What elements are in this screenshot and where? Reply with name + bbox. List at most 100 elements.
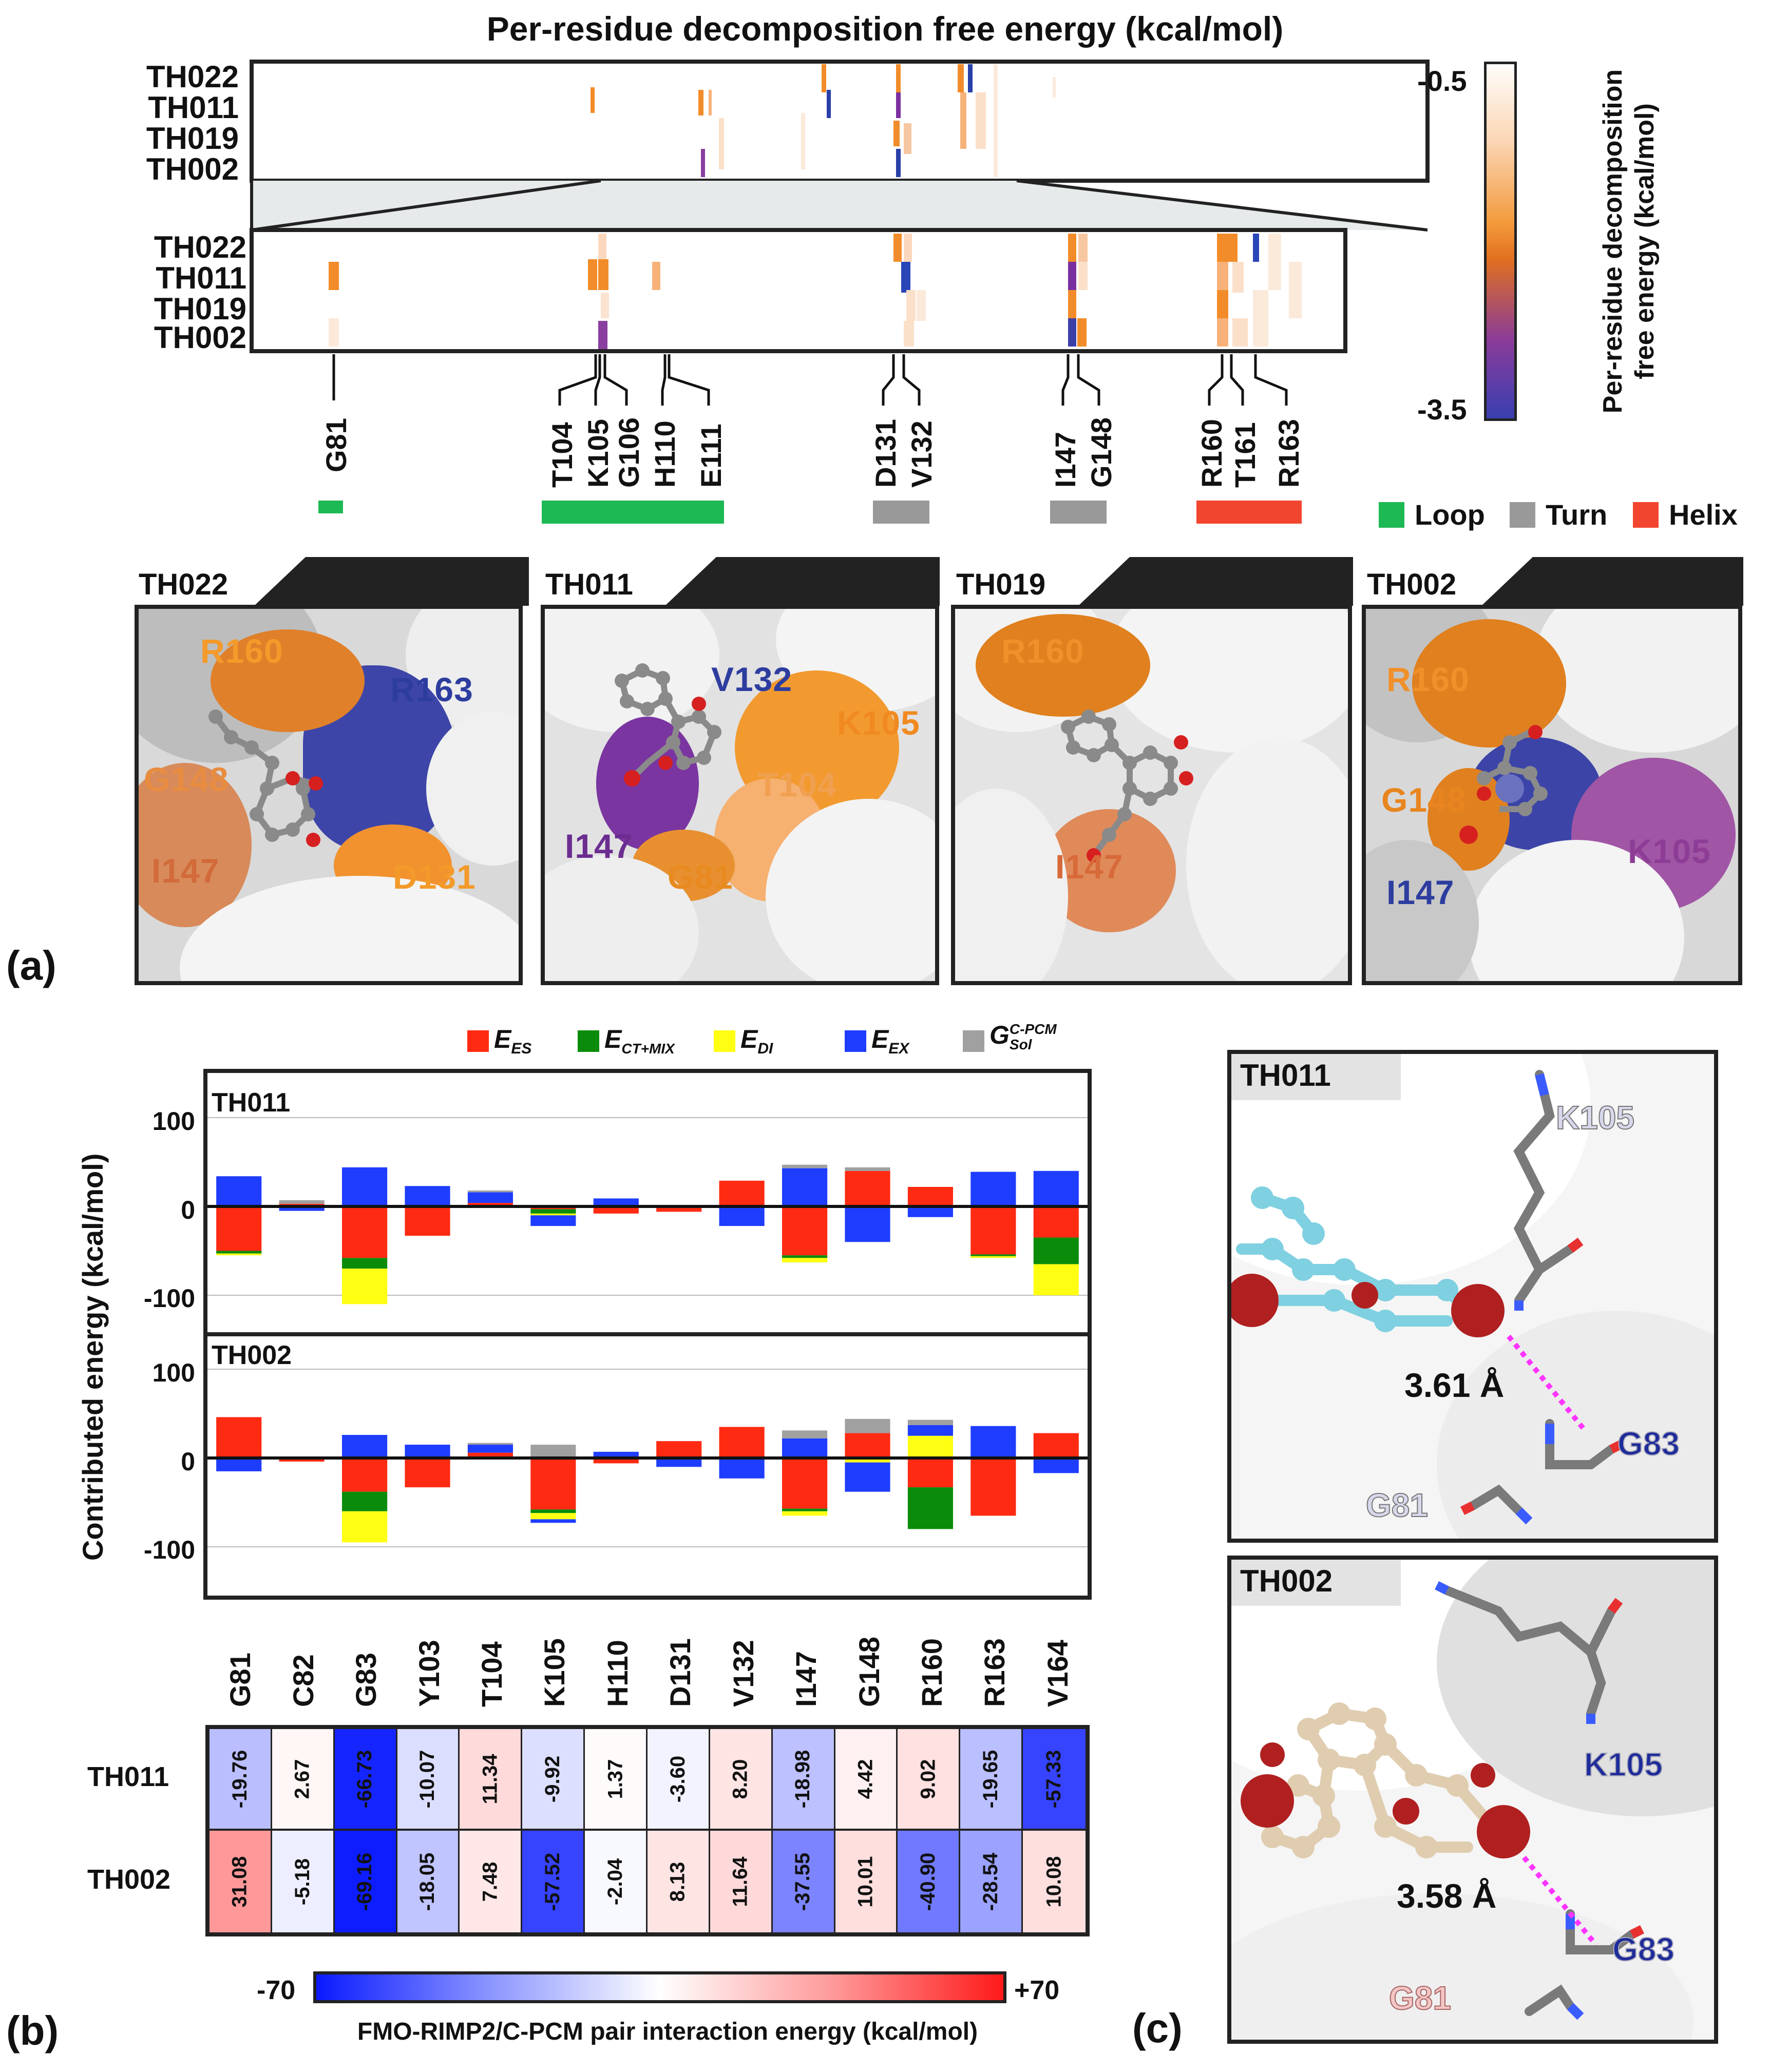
heatmap-cell: 10.01: [835, 1831, 898, 1932]
residue-label-panel: I147: [151, 852, 220, 890]
surface-blob-orange: [976, 614, 1150, 717]
heatmap-cell-value: -5.18: [291, 1858, 314, 1905]
residue-label-g81: G81: [1365, 1486, 1429, 1524]
bar-es-k105-th002: [530, 1458, 576, 1510]
heatmap-cell: 8.20: [710, 1729, 773, 1831]
bar-sol-i147-th002: [782, 1430, 828, 1438]
bar-ex-g148-th011: [845, 1206, 890, 1242]
heatmap-cell: 7.48: [460, 1831, 523, 1932]
heatmap-cell-value: -69.16: [353, 1852, 376, 1911]
bar-es-y103-th011: [405, 1206, 450, 1236]
heatmap-cell: 9.02: [898, 1729, 961, 1831]
overview-heatmap-frame: [250, 60, 1430, 183]
zoom-heatmap-frame: [250, 228, 1347, 353]
ligand-ball-stick: [615, 663, 721, 786]
bar-ex-t104-th002: [467, 1445, 513, 1453]
residue-label-panel: G148: [144, 760, 229, 798]
bar-sol-r160-th002: [907, 1419, 954, 1425]
bar-es-i147-th011: [782, 1206, 828, 1256]
molecular-model: [1241, 1581, 1645, 2020]
residue-label: R160: [1195, 419, 1228, 488]
panel-title: TH022: [139, 568, 229, 601]
bar-di-r160-th002: [907, 1435, 954, 1458]
surface-blob: [1186, 737, 1348, 981]
x-tick-label: T104: [475, 1641, 508, 1707]
bar-ex-g83-th002: [341, 1435, 388, 1458]
panel-title: TH002: [1240, 1564, 1333, 1598]
row-label: TH011: [156, 261, 246, 295]
heatmap-cell: 11.64: [710, 1831, 773, 1932]
bar-es-h110-th002: [593, 1458, 639, 1464]
heatmap-cell: -57.52: [522, 1831, 585, 1932]
bar-ex-v132-th011: [719, 1206, 765, 1226]
heatmap-cell-value: 2.67: [291, 1759, 314, 1799]
residue-label: G106: [613, 417, 645, 488]
surface-blob-orange: [1412, 619, 1566, 747]
residue-label: K105: [582, 419, 614, 488]
residue-label-panel: I147: [1055, 848, 1124, 886]
heatmap-cell: 2.67: [272, 1729, 335, 1831]
heatmap-cell-value: 10.01: [854, 1855, 877, 1908]
bar-es-i147-th002: [782, 1458, 828, 1509]
bar-es-g81-th002: [216, 1417, 262, 1458]
bar-es-g148-th002: [845, 1433, 890, 1458]
heatmap-cell-value: -40.90: [917, 1852, 940, 1911]
heatmap-cell-value: -57.33: [1042, 1750, 1065, 1808]
loop-swatch: [1379, 502, 1404, 528]
energy-legend: EES ECT+MIX EDI EEX G C-PCM Sol: [462, 1021, 1130, 1065]
heatmap-cell: -9.92: [522, 1729, 585, 1831]
heatmap-cell-value: -18.98: [791, 1750, 814, 1808]
legend-loop: Loop: [1379, 498, 1485, 531]
bar-es-d131-th002: [656, 1441, 702, 1458]
residue-label-panel: G148: [1381, 781, 1467, 819]
distance-panel-th011: [1227, 1050, 1718, 1543]
ligand-ball-stick: [1061, 709, 1193, 862]
bar-es-g83-th002: [341, 1458, 388, 1492]
turn-swatch: [1510, 502, 1535, 528]
row-label: TH022: [154, 230, 246, 264]
y-tick: 0: [181, 1196, 195, 1224]
heatmap-cell: -19.76: [210, 1729, 272, 1831]
heatmap-cell: -3.60: [648, 1729, 710, 1831]
row-label: TH002: [146, 152, 239, 186]
panel-title: TH011: [1240, 1058, 1331, 1092]
heatmap-colorbar: [313, 1971, 1006, 2003]
x-tick-label: V164: [1041, 1640, 1074, 1707]
bar-ex-v164-th011: [1033, 1171, 1079, 1206]
bar-di-k105-th002: [530, 1513, 576, 1520]
x-tick-label: R163: [978, 1638, 1011, 1707]
turn-bar-d131: [873, 501, 929, 524]
bar-sol-i147-th011: [782, 1164, 828, 1168]
bar-es-y103-th002: [405, 1458, 450, 1488]
legend-sol: G C-PCM Sol: [989, 1021, 1057, 1052]
bar-es-t104-th011: [467, 1203, 513, 1206]
x-tick-label: D131: [664, 1638, 697, 1707]
legend-ct: ECT+MIX: [604, 1025, 675, 1057]
decomposition-colorbar: [1484, 62, 1517, 421]
bar-ct-g81-th011: [216, 1251, 262, 1254]
residue-label: E111: [695, 424, 727, 488]
bar-di-k105-th011: [530, 1213, 576, 1216]
helix-bar: [1196, 501, 1302, 524]
residue-label: I147: [1049, 432, 1081, 488]
h-bond-line: [1507, 1334, 1588, 1433]
bar-ct-g83-th002: [341, 1491, 388, 1511]
heatmap-cell-value: 8.13: [666, 1862, 689, 1902]
residue-label-g83: G83: [1617, 1425, 1680, 1463]
bar-di-i147-th002: [782, 1511, 828, 1516]
surface-blob-salmon: [139, 763, 252, 927]
heatmap-cell-value: 31.08: [228, 1855, 251, 1908]
residue-label: D131: [869, 419, 902, 488]
bar-ct-i147-th011: [782, 1255, 828, 1258]
heatmap-cell-value: 1.37: [604, 1759, 627, 1799]
bar-es-v132-th002: [719, 1427, 765, 1458]
residue-label: G148: [1085, 417, 1117, 488]
panel-title: TH011: [545, 568, 633, 601]
bar-ex-g81-th002: [216, 1458, 262, 1471]
bar-ex-k105-th011: [530, 1215, 576, 1226]
legend-ex: EEX: [871, 1025, 909, 1057]
legend-di: EDI: [740, 1025, 773, 1057]
bar-es-g83-th011: [341, 1206, 388, 1258]
bar-di-g81-th011: [216, 1253, 262, 1256]
heatmap-cell-value: 10.08: [1042, 1855, 1065, 1908]
